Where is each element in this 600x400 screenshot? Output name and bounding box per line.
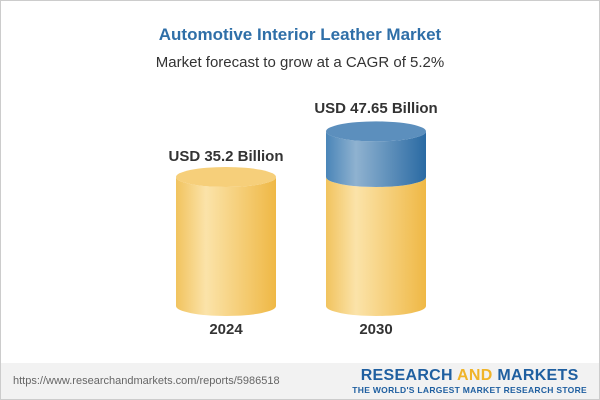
footer: https://www.researchandmarkets.com/repor… bbox=[1, 363, 599, 399]
chart-title: Automotive Interior Leather Market bbox=[158, 25, 442, 44]
bar-2030-base-body bbox=[326, 177, 426, 316]
x-label-2024: 2024 bbox=[209, 321, 243, 338]
bar-2030-growth-top bbox=[326, 121, 426, 142]
bar-2024-body bbox=[176, 177, 276, 316]
report-url[interactable]: https://www.researchandmarkets.com/repor… bbox=[13, 375, 280, 387]
bar-2030-growth-body bbox=[326, 131, 426, 187]
data-label-2030: USD 47.65 Billion bbox=[314, 100, 437, 117]
bar-2024-top bbox=[176, 167, 276, 187]
research-and-markets-logo: RESEARCH AND MARKETS THE WORLD'S LARGEST… bbox=[352, 367, 587, 395]
chart-subtitle: Market forecast to grow at a CAGR of 5.2… bbox=[155, 54, 445, 71]
data-label-2024: USD 35.2 Billion bbox=[168, 148, 283, 165]
x-label-2030: 2030 bbox=[359, 321, 392, 338]
